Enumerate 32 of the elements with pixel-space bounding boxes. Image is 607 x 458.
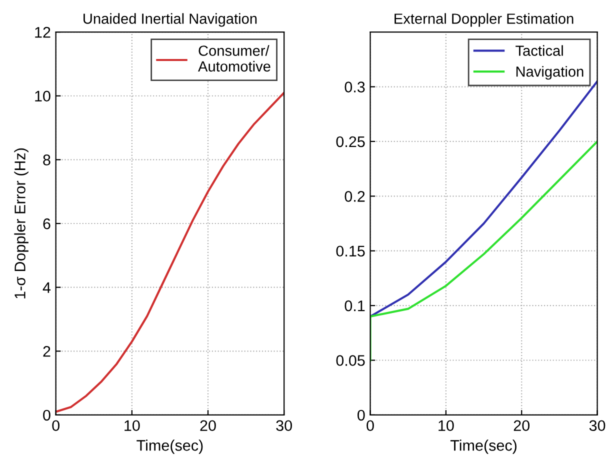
legend-label: Tactical [516,45,563,56]
chart-title: Unaided Inertial Navigation [84,13,257,27]
chart-title: External Doppler Estimation [394,13,574,27]
x-tick-label: 30 [276,420,292,432]
x-tick-label: 30 [589,420,606,432]
y-tick-label: 8 [43,154,50,166]
x-axis-title: Time(sec) [136,440,203,454]
y-tick-label: 0.1 [344,300,365,312]
y-tick-label: 0.05 [336,355,365,366]
x-tick-label: 10 [438,420,454,432]
y-tick-label: 0.25 [336,136,365,148]
y-tick-label: 4 [42,282,51,293]
y-tick-label: 0.3 [344,82,365,92]
y-tick-label: 12 [35,26,50,38]
y-tick-label: 2 [43,346,50,357]
legend-label: Consumer/ Automotive [198,45,270,72]
y-tick-label: 0 [358,410,365,421]
line-series [370,80,598,318]
legend-label: Navigation [516,66,584,80]
x-tick-label: 20 [514,420,530,432]
x-tick-label: 20 [200,420,216,432]
x-axis-title: Time(sec) [450,440,516,454]
y-tick-label: 0 [43,410,50,421]
y-axis-title: 1-σ Doppler Error (Hz) [14,148,28,298]
line-series [370,140,598,362]
x-tick-label: 0 [366,420,374,432]
x-tick-label: 0 [52,420,60,432]
y-tick-label: 10 [35,90,50,102]
y-tick-label: 0.2 [344,191,365,202]
x-tick-label: 10 [124,420,140,432]
y-tick-label: 6 [43,218,50,230]
y-tick-label: 0.15 [336,246,365,257]
